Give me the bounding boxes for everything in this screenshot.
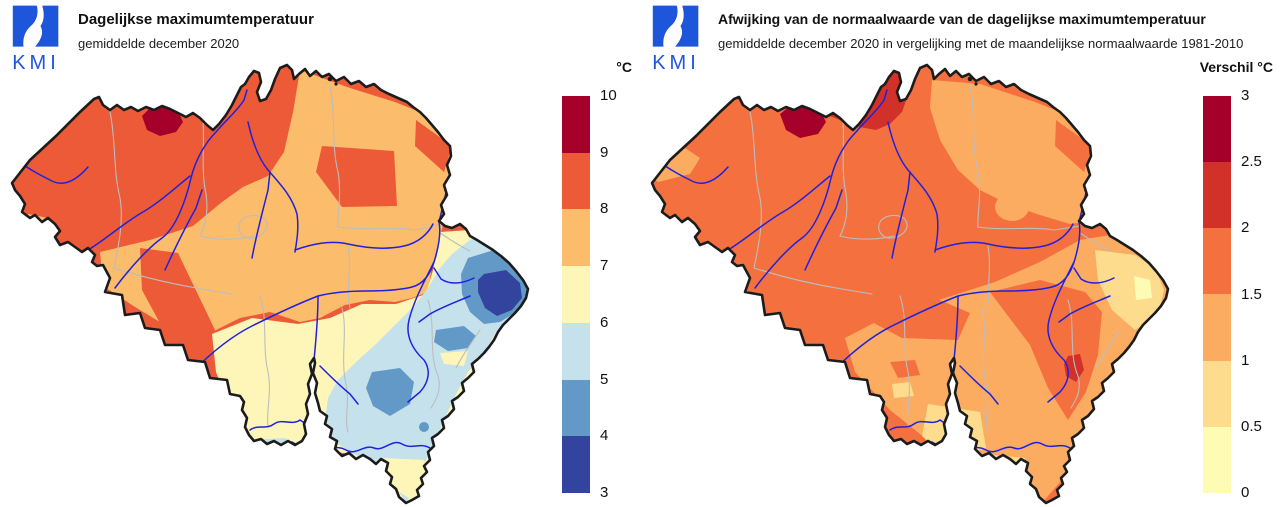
- legend-color-block: [562, 436, 590, 493]
- right-legend-colorbar: [1203, 96, 1231, 493]
- kmi-logo-text: KMI: [12, 52, 60, 74]
- legend-color-block: [1203, 162, 1231, 229]
- legend-color-block: [1203, 426, 1231, 493]
- legend-tick-label: 6: [600, 313, 609, 331]
- legend-tick-label: 0: [1241, 484, 1250, 501]
- legend-tick-label: 10: [600, 87, 617, 104]
- legend-color-block: [1203, 360, 1231, 427]
- legend-tick-label: 9: [600, 143, 609, 161]
- right-legend-title: Verschil °C: [1199, 59, 1273, 75]
- legend-tick-label: 7: [600, 257, 609, 275]
- legend-tick-label: 0.5: [1241, 417, 1262, 435]
- kmi-logo-mark: [652, 5, 699, 47]
- legend-color-block: [562, 152, 590, 210]
- legend-color-block: [562, 379, 590, 437]
- kmi-logo-mark: [12, 5, 59, 47]
- legend-color-block: [1203, 96, 1231, 163]
- kmi-logo-text: KMI: [652, 52, 700, 74]
- legend-tick-label: 8: [600, 200, 609, 218]
- anomaly-zones: [652, 65, 1168, 503]
- legend-tick-label: 3: [600, 484, 609, 501]
- left-legend-colorbar: [562, 96, 590, 493]
- kmi-logo: KMI: [7, 4, 65, 74]
- anomaly-map: [640, 50, 1185, 507]
- legend-tick-label: 5: [600, 370, 609, 388]
- left-legend-title: °C: [616, 59, 632, 75]
- legend-tick-label: 2: [1241, 219, 1250, 237]
- kmi-logo: KMI: [647, 4, 705, 74]
- legend-tick-label: 1: [1241, 351, 1250, 369]
- legend-color-block: [562, 209, 590, 267]
- legend-color-block: [562, 322, 590, 380]
- temperature-zones: [12, 65, 528, 503]
- legend-color-block: [562, 266, 590, 323]
- legend-color-block: [562, 96, 590, 153]
- temperature-map: [0, 50, 545, 507]
- legend-color-block: [1203, 294, 1231, 361]
- legend-tick-label: 3: [1241, 87, 1250, 104]
- legend-tick-label: 1.5: [1241, 285, 1262, 303]
- legend-color-block: [1203, 228, 1231, 295]
- legend-tick-label: 2.5: [1241, 153, 1262, 171]
- legend-tick-label: 4: [600, 427, 609, 445]
